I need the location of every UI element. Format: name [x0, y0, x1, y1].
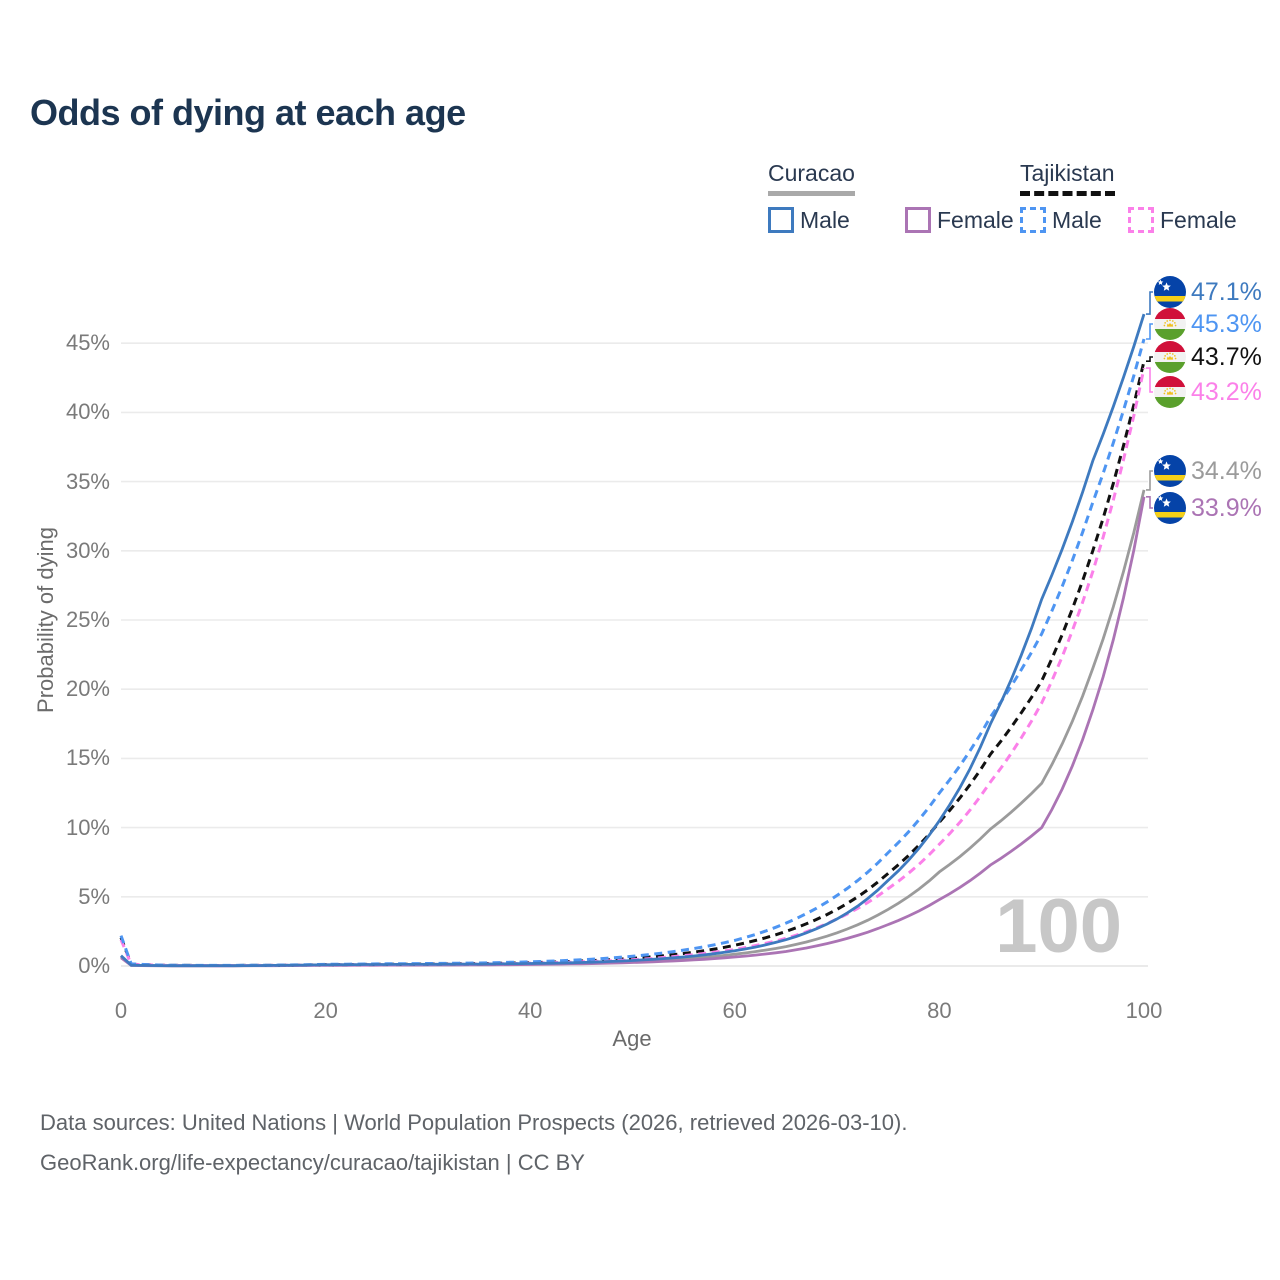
attribution-text: GeoRank.org/life-expectancy/curacao/taji… [40, 1150, 585, 1175]
curacao-flag-icon [1154, 276, 1186, 308]
end-label-tajikistan-female[interactable]: 43.2% [1154, 376, 1262, 408]
series-line-tajikistan-male [119, 338, 1146, 967]
end-label-tajikistan-both-sexes[interactable]: 43.7% [1154, 341, 1262, 373]
legend-label-tajikistan-female[interactable]: Female [1160, 207, 1237, 233]
end-label-connector-curacao-female [1146, 496, 1153, 509]
legend-swatch-tajikistan-male[interactable] [1020, 207, 1046, 233]
y-tick-35pct: 35% [65, 468, 110, 494]
end-label-value-curacao-male: 47.1% [1191, 278, 1262, 306]
y-axis-title: Probability of dying [33, 527, 58, 713]
data-sources-text: Data sources: United Nations | World Pop… [40, 1110, 908, 1135]
curacao-flag-icon [1154, 492, 1186, 524]
x-tick-40: 40 [517, 998, 543, 1023]
y-tick-20pct: 20% [65, 676, 110, 702]
end-label-value-curacao-both-sexes: 34.4% [1191, 457, 1262, 485]
end-label-curacao-both-sexes[interactable]: 34.4% [1154, 455, 1262, 487]
legend-group-tajikistan: Tajikistan [1020, 160, 1115, 196]
series-line-curacao-male [120, 313, 1146, 968]
end-label-value-tajikistan-female: 43.2% [1191, 378, 1262, 406]
end-label-connector-tajikistan-male [1146, 323, 1153, 340]
y-tick-0pct: 0% [78, 953, 110, 978]
series-line-curacao-female [120, 496, 1146, 968]
legend-label-curacao-female[interactable]: Female [937, 207, 1014, 233]
end-label-curacao-male[interactable]: 47.1% [1154, 276, 1262, 308]
x-axis-title: Age [612, 1026, 652, 1051]
x-tick-60: 60 [722, 998, 748, 1023]
end-label-connector-curacao-both-sexes [1146, 470, 1153, 491]
end-label-curacao-female[interactable]: 33.9% [1154, 492, 1262, 524]
x-tick-80: 80 [927, 998, 952, 1023]
x-tick-100: 100 [1125, 998, 1163, 1023]
watermark-age-100: 100 [995, 884, 1122, 969]
legend-swatch-curacao-female[interactable] [905, 207, 931, 233]
end-label-value-tajikistan-both-sexes: 43.7% [1191, 343, 1262, 371]
y-tick-30pct: 30% [65, 537, 110, 563]
end-label-tajikistan-male[interactable]: 45.3% [1154, 308, 1262, 340]
page-title: Odds of dying at each age [30, 92, 466, 133]
curacao-flag-icon [1154, 455, 1186, 487]
end-label-value-tajikistan-male: 45.3% [1191, 310, 1262, 338]
tajikistan-flag-icon [1154, 341, 1186, 373]
y-tick-15pct: 15% [65, 745, 110, 771]
tajikistan-flag-icon [1154, 376, 1186, 408]
series-line-tajikistan-both-sexes [119, 360, 1146, 967]
legend-label-curacao-male[interactable]: Male [800, 207, 850, 233]
legend-swatch-curacao-male[interactable] [768, 207, 794, 233]
y-tick-40pct: 40% [65, 399, 110, 425]
series-line-tajikistan-female [119, 367, 1146, 968]
y-tick-10pct: 10% [65, 814, 110, 840]
end-label-connector-tajikistan-female [1146, 367, 1153, 393]
x-tick-0: 0 [114, 998, 128, 1023]
end-label-connector-tajikistan-both-sexes [1146, 356, 1153, 362]
y-tick-45pct: 45% [65, 330, 110, 356]
tajikistan-flag-icon [1154, 308, 1186, 340]
series-line-curacao-both-sexes [120, 489, 1146, 968]
y-tick-25pct: 25% [65, 607, 110, 632]
legend-swatch-tajikistan-female[interactable] [1128, 207, 1154, 233]
end-label-connector-curacao-male [1146, 291, 1153, 315]
x-tick-20: 20 [313, 998, 338, 1023]
legend-group-curacao: Curacao [768, 160, 855, 196]
legend-label-tajikistan-male[interactable]: Male [1052, 207, 1102, 233]
end-label-value-curacao-female: 33.9% [1191, 494, 1262, 522]
y-tick-5pct: 5% [78, 883, 110, 909]
